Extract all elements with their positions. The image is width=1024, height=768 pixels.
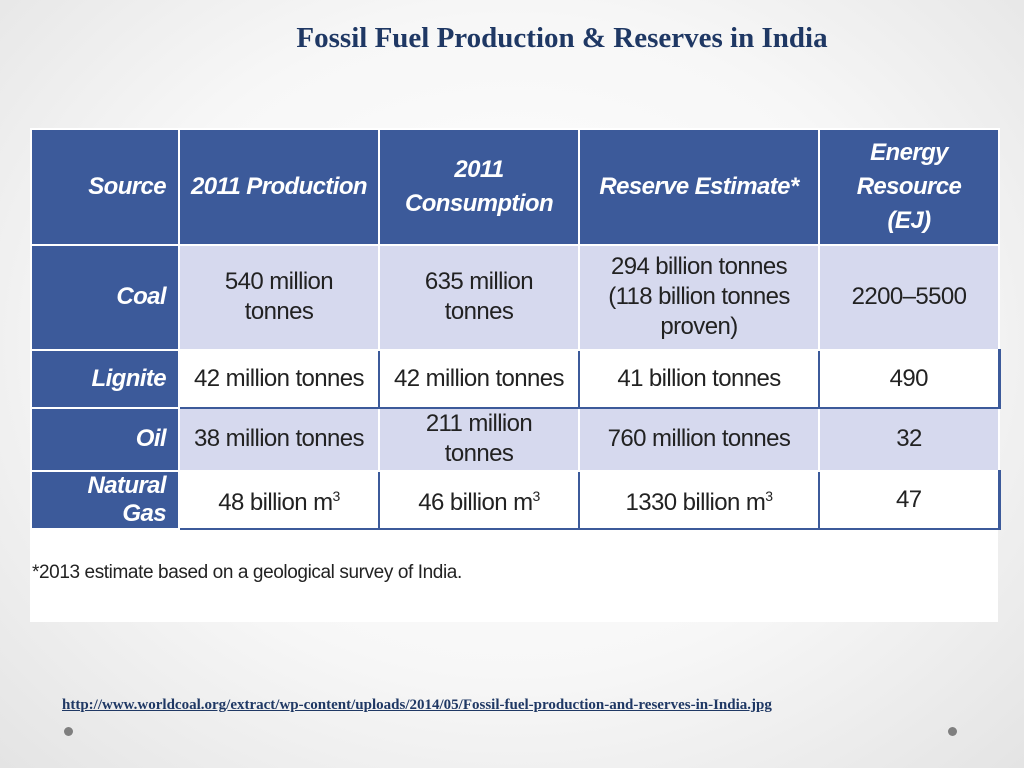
header-energy: Energy Resource (EJ) — [818, 128, 1000, 246]
row-label-lignite: Lignite — [30, 348, 180, 410]
table-row-coal: Coal 540 million tonnes 635 million tonn… — [30, 244, 1000, 351]
header-production: 2011 Production — [178, 128, 380, 246]
cell-gas-reserve: 1330 billion m3 — [578, 469, 820, 531]
slide-dot-left — [64, 727, 73, 736]
table-footnote: *2013 estimate based on a geological sur… — [32, 562, 462, 583]
source-link[interactable]: http://www.worldcoal.org/extract/wp-cont… — [62, 697, 772, 713]
cell-coal-consumption: 635 million tonnes — [378, 244, 580, 351]
cell-lignite-consumption: 42 million tonnes — [378, 348, 580, 410]
row-label-coal: Coal — [30, 244, 180, 351]
cell-gas-production-value: 48 billion m — [218, 489, 333, 517]
cell-gas-energy: 47 — [818, 469, 1001, 531]
cell-oil-consumption: 211 million tonnes — [378, 407, 580, 472]
cell-gas-consumption: 46 billion m3 — [378, 469, 580, 531]
row-label-oil: Oil — [30, 407, 180, 472]
cell-oil-production: 38 million tonnes — [178, 407, 380, 472]
cell-lignite-energy: 490 — [818, 348, 1001, 410]
header-energy-line2: (EJ) — [887, 207, 932, 234]
cell-coal-reserve: 294 billion tonnes (118 billion tonnes p… — [578, 244, 820, 351]
cubic-exponent: 3 — [332, 488, 341, 505]
cell-oil-energy: 32 — [818, 407, 1000, 472]
cell-gas-consumption-value: 46 billion m — [418, 489, 533, 517]
cell-oil-reserve: 760 million tonnes — [578, 407, 820, 472]
cell-coal-production: 540 million tonnes — [178, 244, 380, 351]
cell-coal-energy: 2200–5500 — [818, 244, 1000, 351]
cell-gas-reserve-value: 1330 billion m — [625, 489, 766, 517]
table-row-natural-gas: Natural Gas 48 billion m3 46 billion m3 … — [30, 469, 1001, 531]
table-row-oil: Oil 38 million tonnes 211 million tonnes… — [30, 407, 1000, 472]
cell-coal-reserve-line1: 294 billion tonnes — [610, 253, 788, 281]
header-reserve: Reserve Estimate* — [578, 128, 820, 246]
cell-coal-reserve-line2: (118 billion tonnes proven) — [608, 283, 790, 341]
cubic-exponent: 3 — [532, 488, 541, 505]
cubic-exponent: 3 — [765, 488, 773, 505]
table-header-row: Source 2011 Production 2011 Consumption … — [30, 128, 1000, 246]
header-consumption: 2011 Consumption — [378, 128, 580, 246]
cell-lignite-production: 42 million tonnes — [178, 348, 380, 410]
table-image-panel: Source 2011 Production 2011 Consumption … — [30, 128, 1001, 622]
table-row-lignite: Lignite 42 million tonnes 42 million ton… — [30, 348, 1001, 410]
fossil-fuel-table: Source 2011 Production 2011 Consumption … — [30, 128, 1001, 531]
slide-dot-right — [948, 727, 957, 736]
cell-lignite-reserve: 41 billion tonnes — [578, 348, 820, 410]
header-source: Source — [30, 128, 180, 246]
cell-gas-production: 48 billion m3 — [178, 469, 380, 531]
slide-title: Fossil Fuel Production & Reserves in Ind… — [296, 22, 828, 54]
header-energy-line1: Energy Resource — [856, 139, 962, 200]
row-label-natural-gas: Natural Gas — [30, 469, 180, 531]
